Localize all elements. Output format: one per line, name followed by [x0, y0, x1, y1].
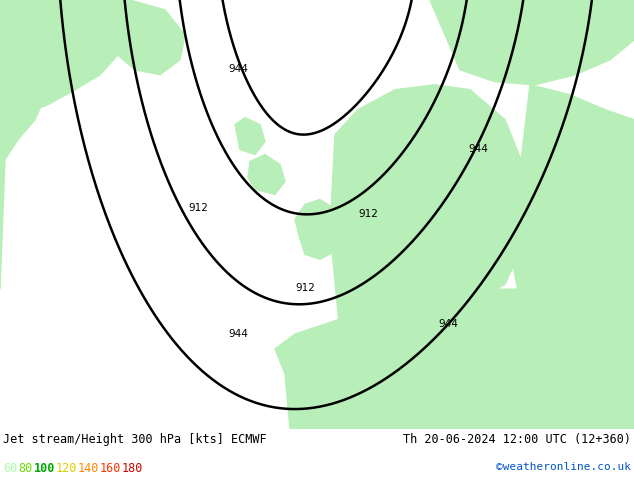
Polygon shape [430, 0, 634, 85]
Text: 180: 180 [122, 462, 143, 475]
Text: 140: 140 [78, 462, 100, 475]
Text: 944: 944 [438, 319, 458, 329]
Polygon shape [248, 154, 285, 195]
Text: 944: 944 [228, 64, 248, 74]
Text: 100: 100 [34, 462, 56, 475]
Text: 160: 160 [100, 462, 121, 475]
Text: Th 20-06-2024 12:00 UTC (12+360): Th 20-06-2024 12:00 UTC (12+360) [403, 433, 631, 446]
Polygon shape [330, 85, 530, 334]
Polygon shape [0, 0, 52, 289]
Text: Jet stream/Height 300 hPa [kts] ECMWF: Jet stream/Height 300 hPa [kts] ECMWF [3, 433, 267, 446]
Polygon shape [275, 289, 634, 429]
Polygon shape [510, 85, 634, 429]
Text: 912: 912 [295, 283, 315, 293]
Text: ©weatheronline.co.uk: ©weatheronline.co.uk [496, 462, 631, 472]
Polygon shape [0, 0, 125, 120]
Text: 120: 120 [56, 462, 77, 475]
Text: 944: 944 [468, 144, 488, 153]
Text: 912: 912 [188, 203, 208, 213]
Polygon shape [235, 118, 265, 154]
Text: 944: 944 [228, 329, 248, 339]
Polygon shape [90, 0, 185, 75]
Text: 912: 912 [358, 209, 378, 220]
Polygon shape [295, 199, 340, 259]
Text: 80: 80 [18, 462, 33, 475]
Text: 60: 60 [3, 462, 17, 475]
